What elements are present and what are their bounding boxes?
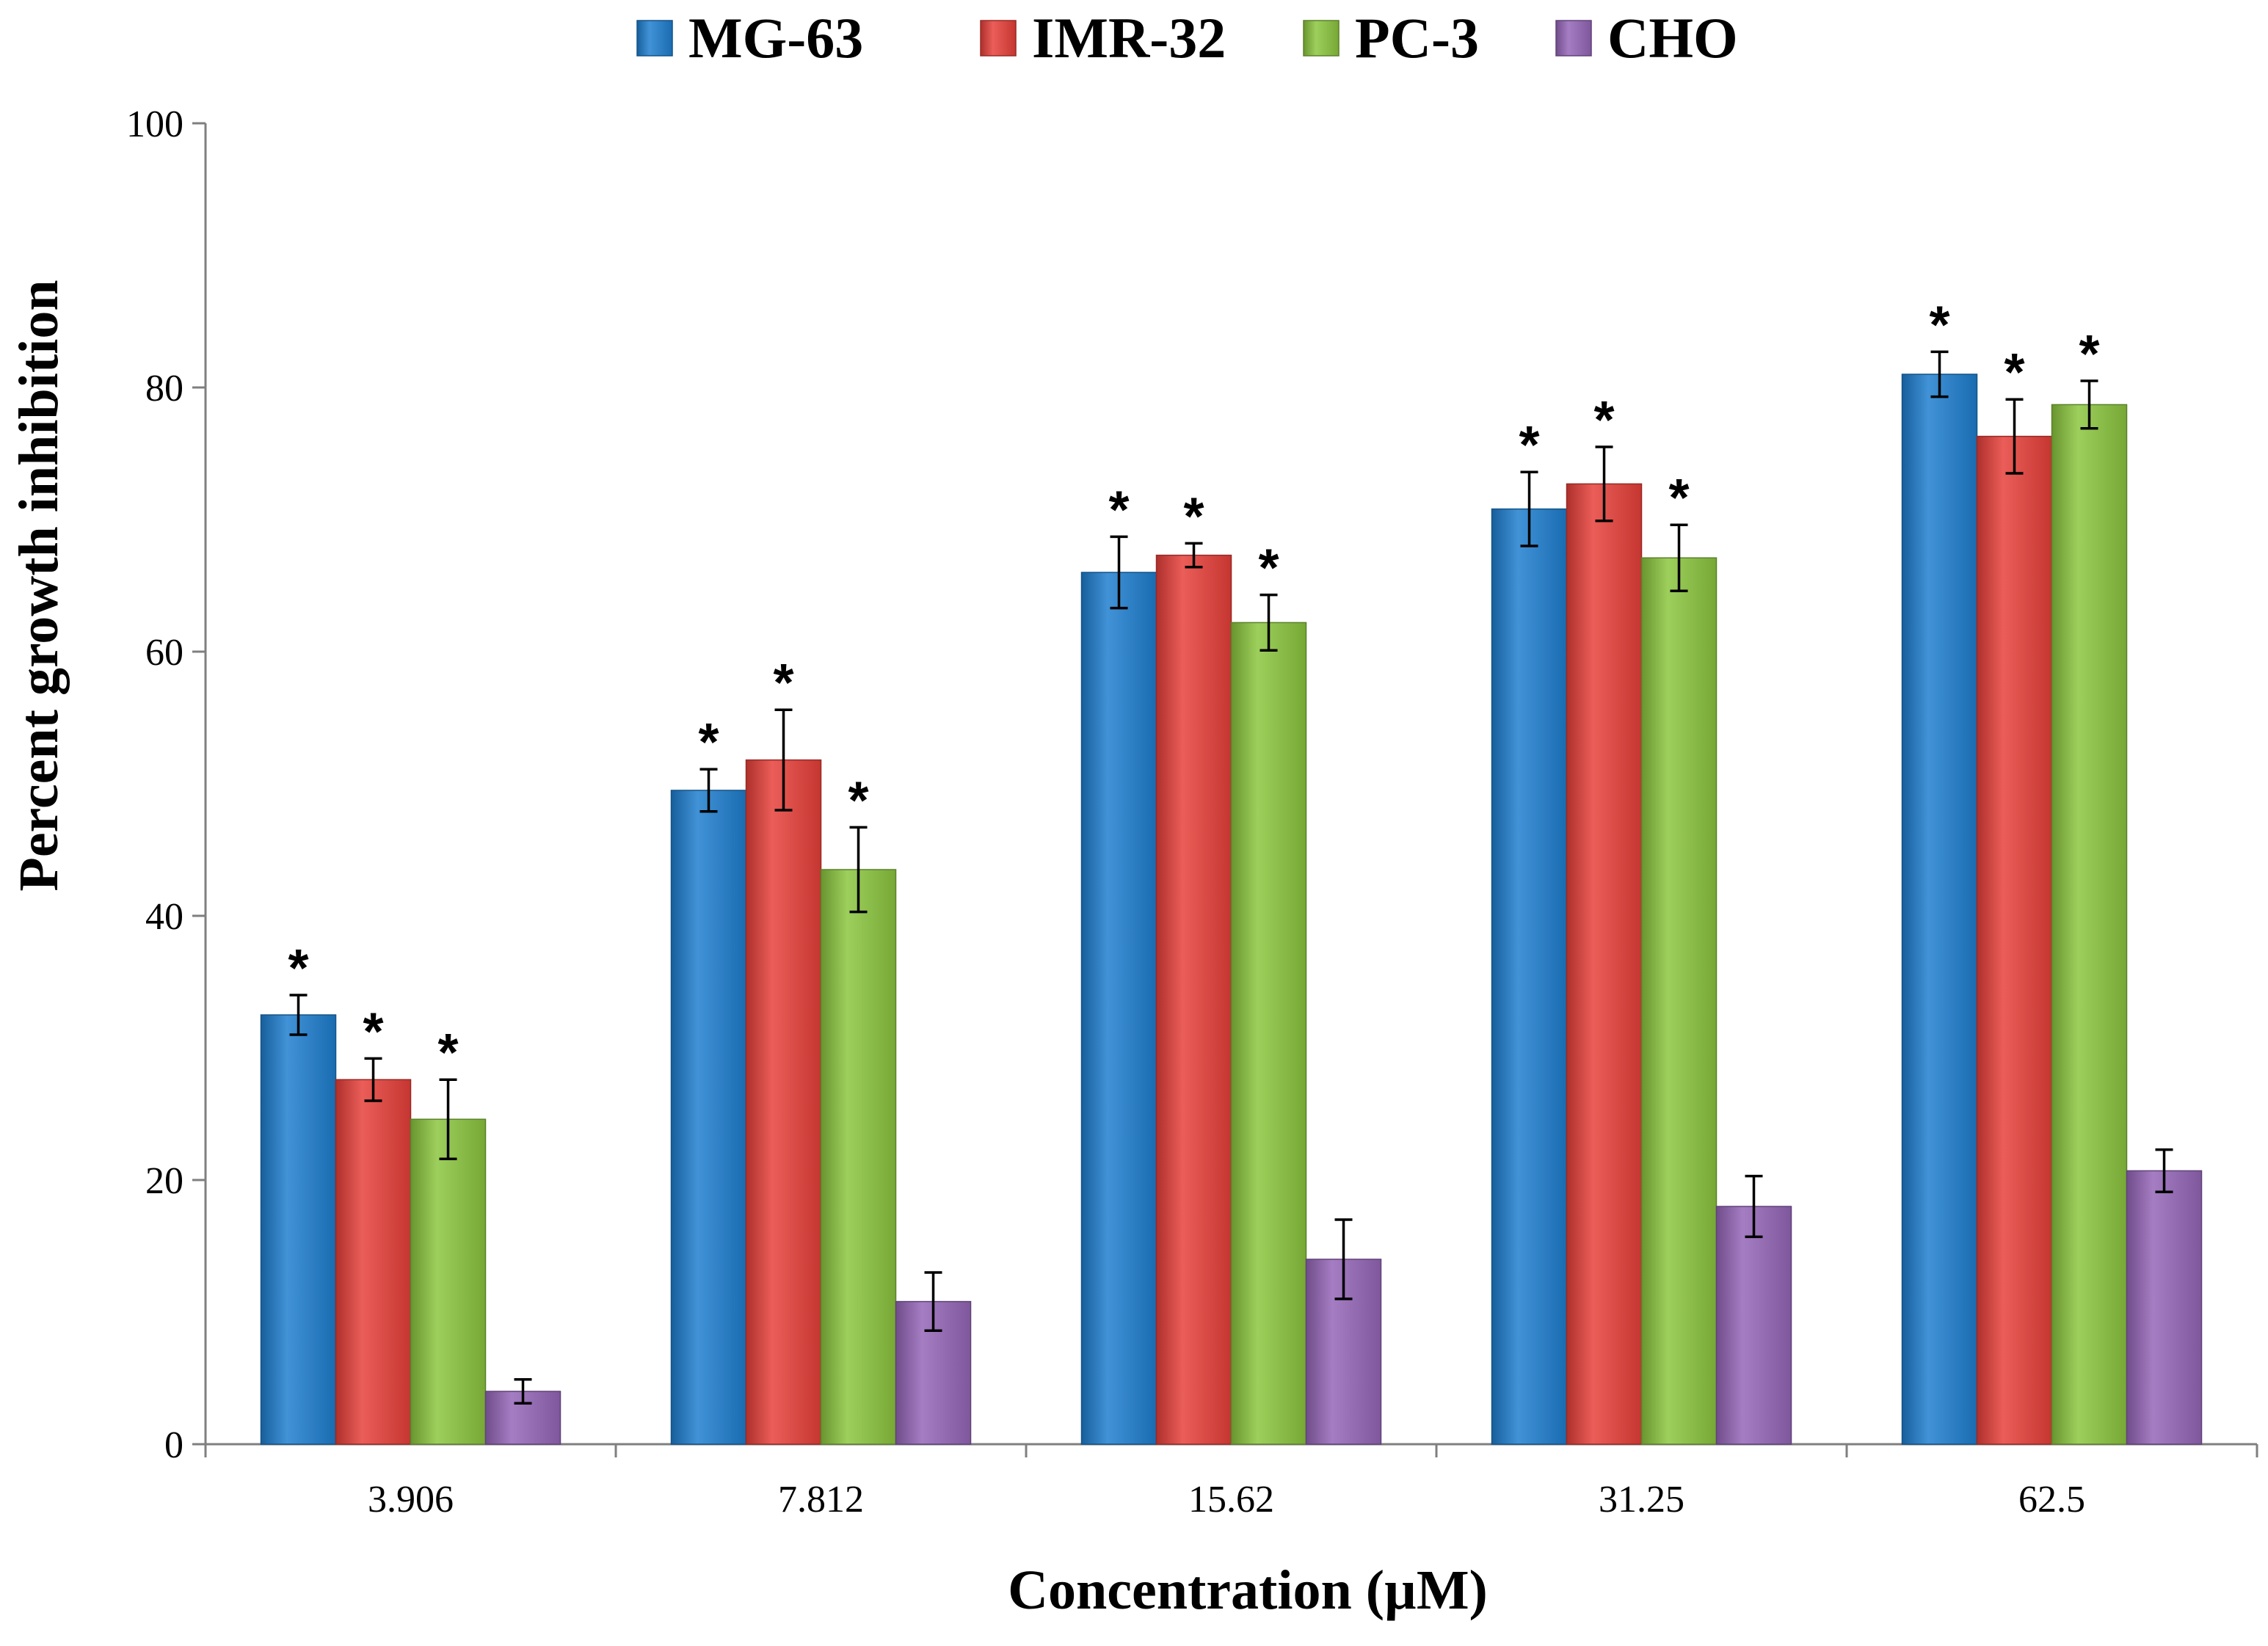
- error-bar: [1334, 1218, 1353, 1300]
- legend-item-pc-3: PC-3: [1303, 6, 1479, 70]
- error-bar: [2080, 379, 2098, 430]
- bar-mg-63-31.25: [1491, 508, 1568, 1445]
- significance-marker: *: [1593, 391, 1614, 450]
- legend-item-imr-32: IMR-32: [980, 6, 1226, 70]
- error-bar: [1520, 470, 1538, 547]
- y-tick-label: 0: [164, 1424, 183, 1466]
- legend-label: MG-63: [688, 6, 863, 70]
- significance-marker: *: [1668, 469, 1689, 528]
- bar-imr-32-15.62: [1155, 554, 1232, 1445]
- significance-marker: *: [437, 1024, 458, 1082]
- bar-imr-32-31.25: [1566, 483, 1643, 1445]
- error-bar: [849, 826, 868, 914]
- error-bar: [439, 1078, 457, 1160]
- bar-mg-63-7.812: [670, 790, 747, 1445]
- y-tick-label: 60: [145, 632, 183, 674]
- y-tick-label: 20: [145, 1160, 183, 1202]
- bar-mg-63-3.906: [260, 1014, 337, 1445]
- bar-pc-3-15.62: [1230, 622, 1307, 1445]
- x-tick-label: 31.25: [1599, 1479, 1684, 1521]
- legend-label: PC-3: [1355, 6, 1479, 70]
- legend-swatch: [636, 20, 673, 57]
- bar-cho-62.5: [2126, 1170, 2203, 1445]
- significance-marker: *: [848, 771, 868, 830]
- axes: 0 20 40 60 80 100 3.906 7.812 15.62 31.25 62.5: [126, 103, 2258, 1521]
- error-bar: [364, 1057, 382, 1102]
- x-tick-label: 15.62: [1188, 1479, 1274, 1521]
- legend: MG-63 IMR-32 PC-3 CHO: [636, 6, 1738, 70]
- legend-item-cho: CHO: [1555, 6, 1738, 70]
- bar-mg-63-15.62: [1080, 572, 1157, 1445]
- y-tick-label: 80: [145, 368, 183, 409]
- legend-swatch: [1303, 20, 1340, 57]
- error-bar: [1110, 535, 1128, 610]
- significance-marker: *: [698, 713, 719, 772]
- significance-marker: *: [2004, 343, 2024, 402]
- significance-marker: *: [1519, 416, 1539, 475]
- error-bar: [2005, 398, 2024, 475]
- significance-marker: *: [288, 939, 308, 998]
- bar-mg-63-62.5: [1901, 374, 1978, 1445]
- error-bar: [1670, 523, 1688, 592]
- error-bar: [1745, 1174, 1763, 1239]
- legend-label: CHO: [1607, 6, 1738, 70]
- error-bar: [1595, 445, 1613, 522]
- y-axis-title: Percent growth inhibition: [8, 280, 70, 891]
- significance-marker: *: [2079, 325, 2099, 384]
- error-bar: [1260, 593, 1278, 652]
- bar-pc-3-3.906: [410, 1118, 487, 1445]
- legend-item-mg-63: MG-63: [636, 6, 863, 70]
- legend-swatch: [1555, 20, 1592, 57]
- significance-marker: *: [363, 1002, 383, 1061]
- bars: * * * * * * * * * * * * * * *: [260, 296, 2203, 1445]
- bar-pc-3-31.25: [1640, 557, 1718, 1445]
- y-tick-label: 100: [126, 103, 183, 145]
- significance-marker: *: [1929, 296, 1949, 354]
- error-bar: [1185, 542, 1203, 569]
- significance-marker: *: [1183, 487, 1204, 546]
- legend-swatch: [980, 20, 1017, 57]
- significance-marker: *: [1258, 539, 1279, 598]
- error-bar: [924, 1271, 942, 1332]
- x-tick-label: 7.812: [778, 1479, 864, 1521]
- x-axis-title: Concentration (µM): [1008, 1559, 1488, 1621]
- bar-imr-32-7.812: [745, 759, 822, 1445]
- bar-pc-3-62.5: [2051, 404, 2128, 1445]
- bar-imr-32-3.906: [335, 1079, 412, 1445]
- error-bar: [289, 994, 308, 1036]
- x-tick-label: 62.5: [2018, 1479, 2085, 1521]
- x-tick-label: 3.906: [368, 1479, 454, 1521]
- bar-imr-32-62.5: [1976, 435, 2053, 1445]
- error-bar: [514, 1378, 532, 1405]
- error-bar: [774, 708, 793, 812]
- error-bar: [699, 768, 718, 813]
- significance-marker: *: [773, 654, 793, 713]
- bar-cho-31.25: [1715, 1206, 1792, 1445]
- bar-pc-3-7.812: [820, 869, 897, 1445]
- legend-label: IMR-32: [1032, 6, 1226, 70]
- y-tick-label: 40: [145, 896, 183, 938]
- axis-titles: Percent growth inhibition Concentration …: [8, 280, 1488, 1621]
- error-bar: [1930, 350, 1949, 398]
- error-bar: [2155, 1148, 2173, 1193]
- significance-marker: *: [1108, 481, 1129, 539]
